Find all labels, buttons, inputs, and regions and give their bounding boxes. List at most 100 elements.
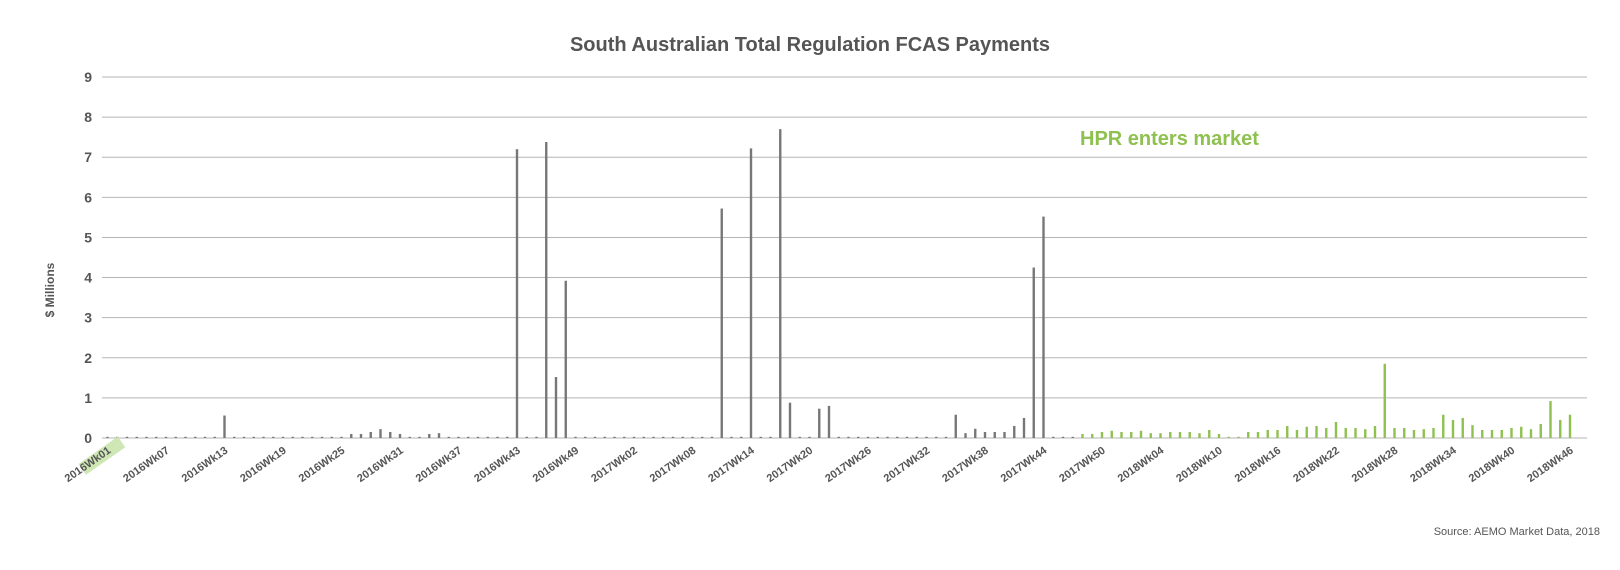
bar (944, 436, 948, 438)
bar (837, 436, 840, 438)
x-tick-label: 2018Wk46 (1525, 445, 1575, 485)
bar (506, 436, 509, 438)
bar (311, 436, 314, 438)
bar (779, 129, 782, 438)
bar (740, 436, 743, 438)
bar (1451, 419, 1455, 438)
bar (281, 436, 285, 438)
bar (1403, 427, 1406, 438)
bar (730, 436, 733, 438)
bar (1110, 430, 1113, 438)
bar (1130, 431, 1133, 438)
bar (1295, 429, 1299, 438)
bar (262, 436, 265, 438)
bar (1032, 267, 1035, 438)
bar (1188, 431, 1191, 438)
chart-title: South Australian Total Regulation FCAS P… (569, 34, 1051, 56)
bar (125, 436, 129, 438)
bar (1461, 417, 1464, 438)
bar (1383, 363, 1386, 438)
bar (525, 436, 528, 438)
bar (1559, 419, 1562, 438)
bar (1100, 431, 1104, 438)
bar (818, 408, 821, 438)
x-tick-label: 2016Wk01 (63, 445, 113, 485)
bar (1237, 436, 1240, 438)
bar (359, 433, 363, 438)
bar (1568, 414, 1572, 438)
bar (340, 436, 343, 438)
x-tick-label: 2018Wk04 (1116, 444, 1167, 485)
bar (1442, 414, 1445, 438)
bar (1510, 427, 1513, 438)
bar (593, 436, 597, 438)
bar (720, 208, 723, 438)
bar (954, 414, 957, 438)
bar (798, 436, 801, 438)
x-tick-label: 2017Wk50 (1057, 445, 1107, 485)
bar (467, 436, 470, 438)
bar (398, 433, 402, 438)
bar (1432, 427, 1435, 438)
bar (252, 436, 255, 438)
x-tick-label: 2017Wk20 (765, 445, 815, 485)
bar (876, 436, 879, 438)
bar (681, 436, 684, 438)
x-tick-label: 2017Wk26 (823, 445, 873, 485)
bar (886, 436, 889, 438)
bar (1334, 421, 1338, 438)
bar (1198, 433, 1201, 438)
x-tick-label: 2016Wk37 (414, 445, 464, 485)
bar (1178, 431, 1182, 438)
bar (1315, 425, 1318, 438)
x-tick-label: 2018Wk28 (1350, 445, 1400, 485)
y-tick-label: 5 (84, 229, 92, 245)
x-tick-label: 2016Wk07 (121, 445, 171, 485)
bar (827, 405, 831, 438)
bar (1529, 429, 1533, 438)
bar (1286, 425, 1289, 438)
bar (1169, 431, 1172, 438)
bar (808, 436, 811, 438)
source-note: Source: AEMO Market Data, 2018 (1433, 526, 1600, 538)
bar (106, 436, 109, 438)
bar (476, 436, 480, 438)
bar (915, 436, 918, 438)
bar (691, 436, 694, 438)
bar (788, 402, 792, 438)
y-tick-label: 9 (84, 69, 92, 85)
bar (350, 433, 353, 438)
bar (1520, 426, 1523, 438)
bar (652, 436, 655, 438)
bar (574, 436, 577, 438)
bar (1061, 436, 1065, 438)
bar (857, 436, 860, 438)
y-tick-label: 0 (84, 430, 92, 446)
bar (1481, 429, 1484, 438)
bar (135, 436, 138, 438)
bar (233, 436, 236, 438)
x-tick-label: 2017Wk44 (999, 444, 1050, 485)
bar (1344, 427, 1347, 438)
bar (145, 436, 148, 438)
bar (603, 436, 606, 438)
bar (1325, 427, 1328, 438)
bar (213, 436, 216, 438)
bar (769, 436, 772, 438)
bar (486, 436, 489, 438)
bar (515, 149, 519, 438)
bar (1490, 429, 1494, 438)
bar (291, 436, 294, 438)
bar (642, 436, 645, 438)
y-tick-label: 2 (84, 350, 92, 366)
bar (1354, 427, 1357, 438)
bar (330, 436, 333, 438)
x-tick-label: 2016Wk43 (472, 445, 522, 485)
y-tick-label: 1 (84, 390, 92, 406)
bar (584, 436, 587, 438)
bar (369, 431, 372, 438)
x-tick-label: 2018Wk10 (1174, 445, 1224, 485)
bar (447, 436, 450, 438)
bar (1373, 425, 1377, 438)
